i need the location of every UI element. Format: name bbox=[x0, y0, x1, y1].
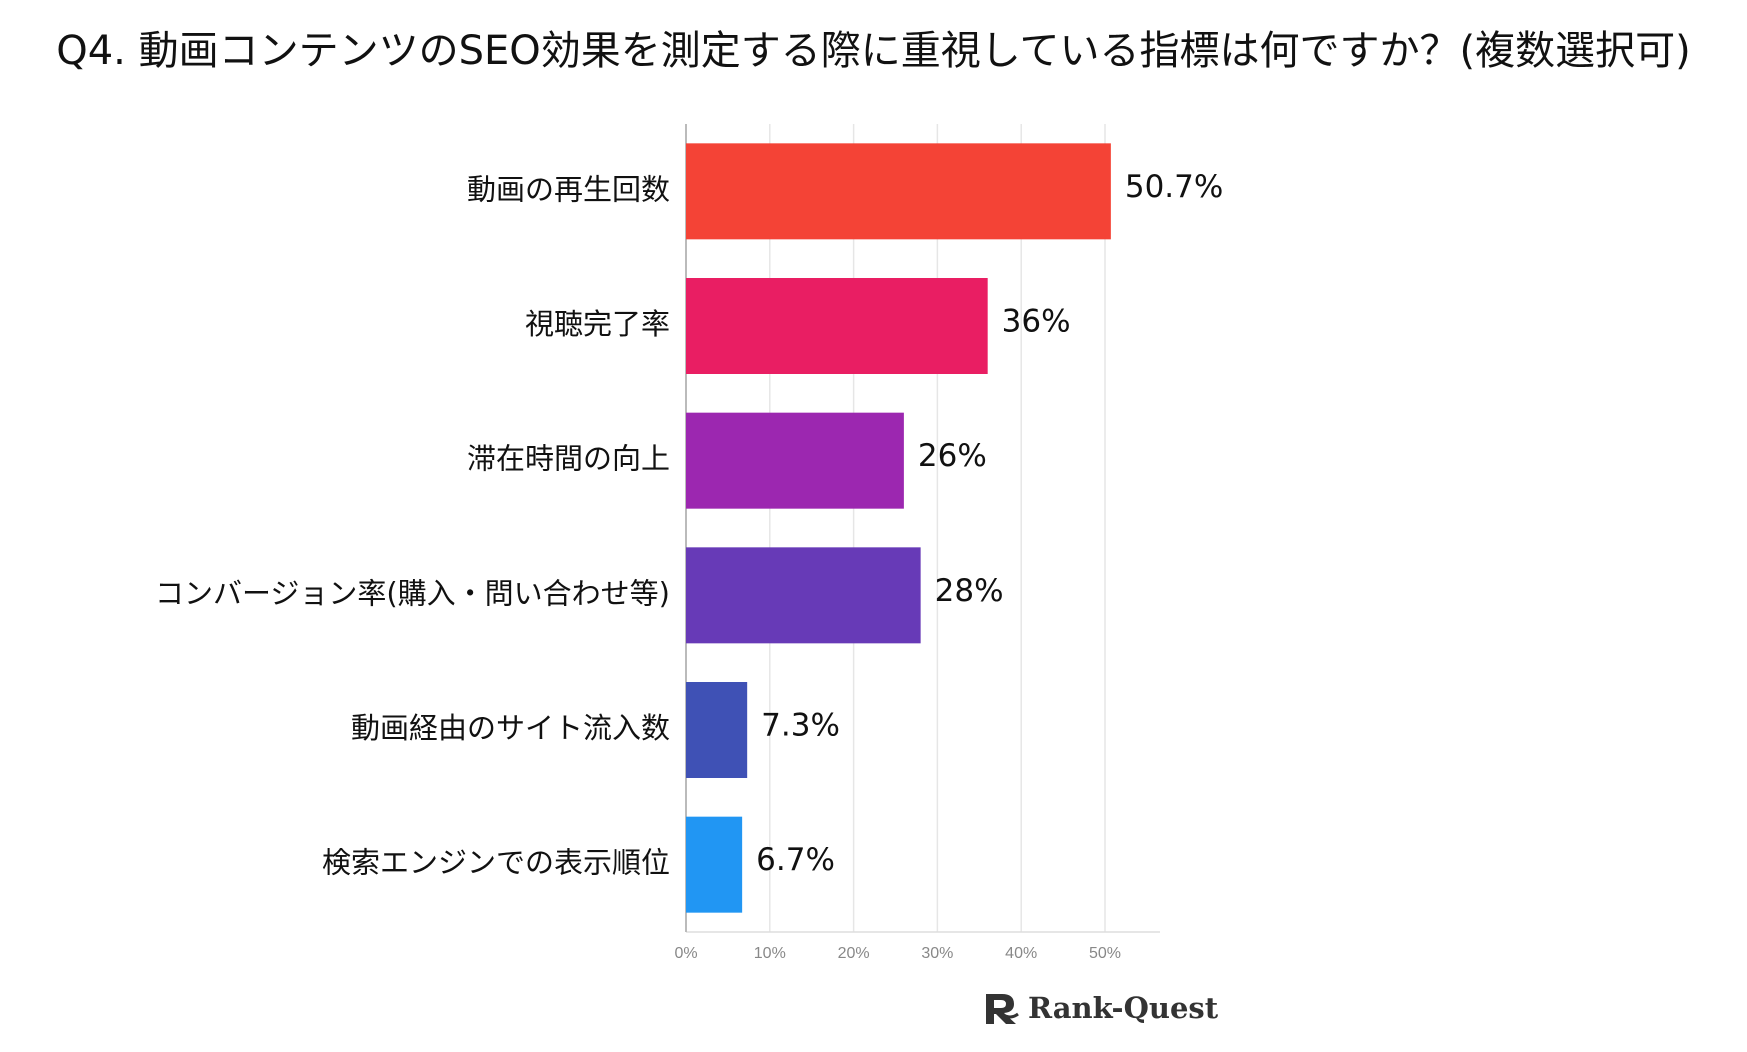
x-tick-label: 40% bbox=[1005, 945, 1037, 962]
chart-title: Q4. 動画コンテンツのSEO効果を測定する際に重視している指標は何ですか？(複… bbox=[56, 28, 1691, 74]
category-label: 動画経由のサイト流入数 bbox=[351, 711, 670, 745]
category-label: コンバージョン率(購入・問い合わせ等) bbox=[155, 576, 670, 610]
bar bbox=[686, 278, 988, 374]
value-labels: 50.7% 36% 26% 28% 7.3% 6.7% bbox=[756, 169, 1223, 878]
value-label: 36% bbox=[1002, 304, 1071, 340]
bar bbox=[686, 143, 1111, 240]
value-label: 7.3% bbox=[761, 708, 840, 744]
value-label: 50.7% bbox=[1125, 169, 1223, 205]
value-label: 6.7% bbox=[756, 842, 835, 878]
rank-quest-logo-icon bbox=[986, 994, 1019, 1024]
x-tick-label: 0% bbox=[674, 945, 697, 962]
brand-logo: Rank-Quest bbox=[982, 990, 1218, 1026]
category-label: 滞在時間の向上 bbox=[467, 442, 670, 476]
gridlines bbox=[686, 124, 1160, 933]
x-tick-label: 50% bbox=[1089, 945, 1121, 962]
x-tick-label: 10% bbox=[754, 945, 786, 962]
bars-group bbox=[686, 143, 1111, 913]
category-label: 動画の再生回数 bbox=[467, 172, 670, 206]
bar bbox=[686, 682, 748, 778]
bar bbox=[686, 412, 904, 509]
brand-name: Rank-Quest bbox=[1028, 991, 1219, 1025]
value-label: 28% bbox=[935, 573, 1004, 609]
x-tick-label: 30% bbox=[921, 945, 953, 962]
category-label: 検索エンジンでの表示順位 bbox=[322, 846, 670, 880]
bar bbox=[686, 816, 743, 913]
x-tick-labels: 0% 10% 20% 30% 40% 50% bbox=[674, 945, 1121, 962]
bar bbox=[686, 547, 921, 644]
value-label: 26% bbox=[918, 438, 987, 474]
x-tick-label: 20% bbox=[838, 945, 870, 962]
category-label: 視聴完了率 bbox=[525, 307, 670, 341]
